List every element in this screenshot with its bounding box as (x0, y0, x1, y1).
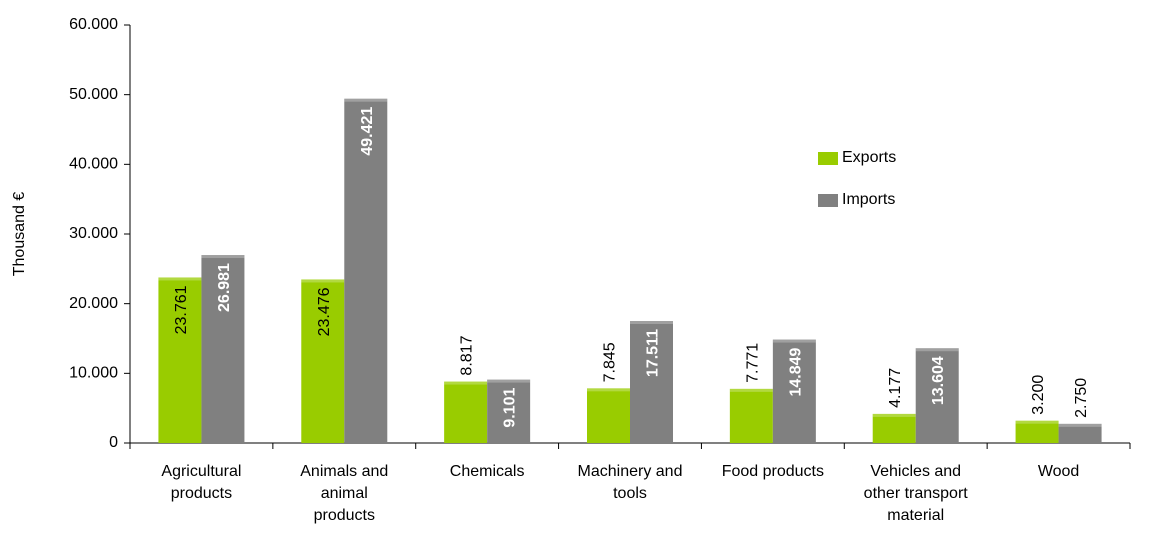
x-tick-label-line: tools (613, 485, 647, 502)
y-tick-label: 0 (109, 434, 118, 451)
y-tick-label: 30.000 (69, 225, 118, 242)
bar-imports (630, 321, 673, 443)
bar-highlight (344, 98, 388, 102)
x-tick-label: Machinery and tools (578, 463, 683, 502)
bar-highlight (872, 413, 916, 417)
data-label: 17.511 (645, 329, 662, 377)
legend-swatch (818, 152, 838, 165)
data-label: 9.101 (502, 388, 519, 428)
legend: Exports Imports (818, 149, 896, 208)
x-tick-label-line: Vehicles and (870, 463, 961, 480)
bar-highlight (772, 339, 816, 343)
bar-highlight (301, 279, 345, 283)
y-axis: 0 10.000 20.000 30.000 40.000 50.000 60.000 (69, 16, 131, 451)
bar-highlight (630, 321, 673, 325)
x-tick-label-line: Chemicals (450, 463, 525, 480)
data-label: 8.817 (459, 335, 476, 375)
data-label: 7.771 (744, 343, 761, 383)
x-tick-label: Vehicles and other transport material (864, 463, 969, 524)
y-tick-label: 10.000 (69, 365, 118, 382)
data-label: 2.750 (1073, 378, 1090, 418)
bar-exports (729, 388, 773, 443)
bar-highlight (729, 388, 773, 392)
y-tick-label: 20.000 (69, 295, 118, 312)
bar-exports (587, 388, 630, 443)
bar-highlight (487, 379, 531, 383)
x-tick-label-line: animal (321, 485, 368, 502)
x-tick-label-line: Machinery and (578, 463, 683, 480)
bar-imports (487, 379, 531, 443)
data-label: 14.849 (787, 347, 804, 396)
x-tick-label-line: products (171, 485, 232, 502)
y-tick-label: 50.000 (69, 86, 118, 103)
bar-highlight (587, 388, 630, 392)
data-label: 26.981 (216, 263, 233, 312)
legend-swatch (818, 194, 838, 207)
x-tick-label-line: Animals and (300, 463, 388, 480)
y-tick-label: 60.000 (69, 16, 118, 33)
bar-imports (201, 255, 245, 443)
x-tick-label: Food products (722, 463, 824, 480)
bar-highlight (444, 381, 488, 385)
data-label: 13.604 (930, 356, 947, 405)
bar-highlight (1058, 423, 1102, 427)
bar-imports (915, 348, 959, 443)
bar-highlight (1015, 420, 1059, 424)
x-tick-label-line: Agricultural (161, 463, 241, 480)
bar-highlight (915, 348, 959, 352)
x-tick-label: Chemicals (450, 463, 525, 480)
bar-imports (1058, 423, 1102, 443)
data-label: 23.761 (173, 285, 190, 334)
y-axis-title: Thousand € (11, 192, 28, 277)
data-label: 4.177 (887, 368, 904, 408)
bar-highlight (201, 255, 245, 259)
bar-exports (158, 277, 202, 443)
legend-label: Exports (842, 149, 896, 166)
data-labels: 23.761 23.476 8.817 7.845 7.771 4.177 3.200 26.… (173, 107, 1090, 428)
bar-exports (444, 381, 488, 443)
x-tick-label-line: other transport (864, 485, 969, 502)
data-label: 49.421 (359, 107, 376, 156)
x-tick-label-line: material (887, 507, 944, 524)
x-tick-label: Animals and animal products (300, 463, 388, 524)
x-tick-label: Wood (1038, 463, 1080, 480)
x-axis: Agricultural products Animals and animal pro… (129, 442, 1131, 524)
bar-exports (301, 279, 345, 443)
bar-highlight (158, 277, 202, 281)
x-tick-label-line: products (314, 507, 375, 524)
x-tick-label-line: Wood (1038, 463, 1080, 480)
legend-label: Imports (842, 191, 895, 208)
bar-exports (1015, 420, 1059, 443)
x-tick-label: Agricultural products (161, 463, 241, 502)
bar-imports (772, 339, 816, 443)
bar-exports (872, 413, 916, 443)
bars (158, 98, 1102, 443)
data-label: 23.476 (316, 287, 333, 336)
bar-imports (344, 98, 388, 443)
x-tick-label-line: Food products (722, 463, 824, 480)
data-label: 3.200 (1030, 375, 1047, 415)
y-tick-label: 40.000 (69, 156, 118, 173)
data-label: 7.845 (602, 342, 619, 382)
